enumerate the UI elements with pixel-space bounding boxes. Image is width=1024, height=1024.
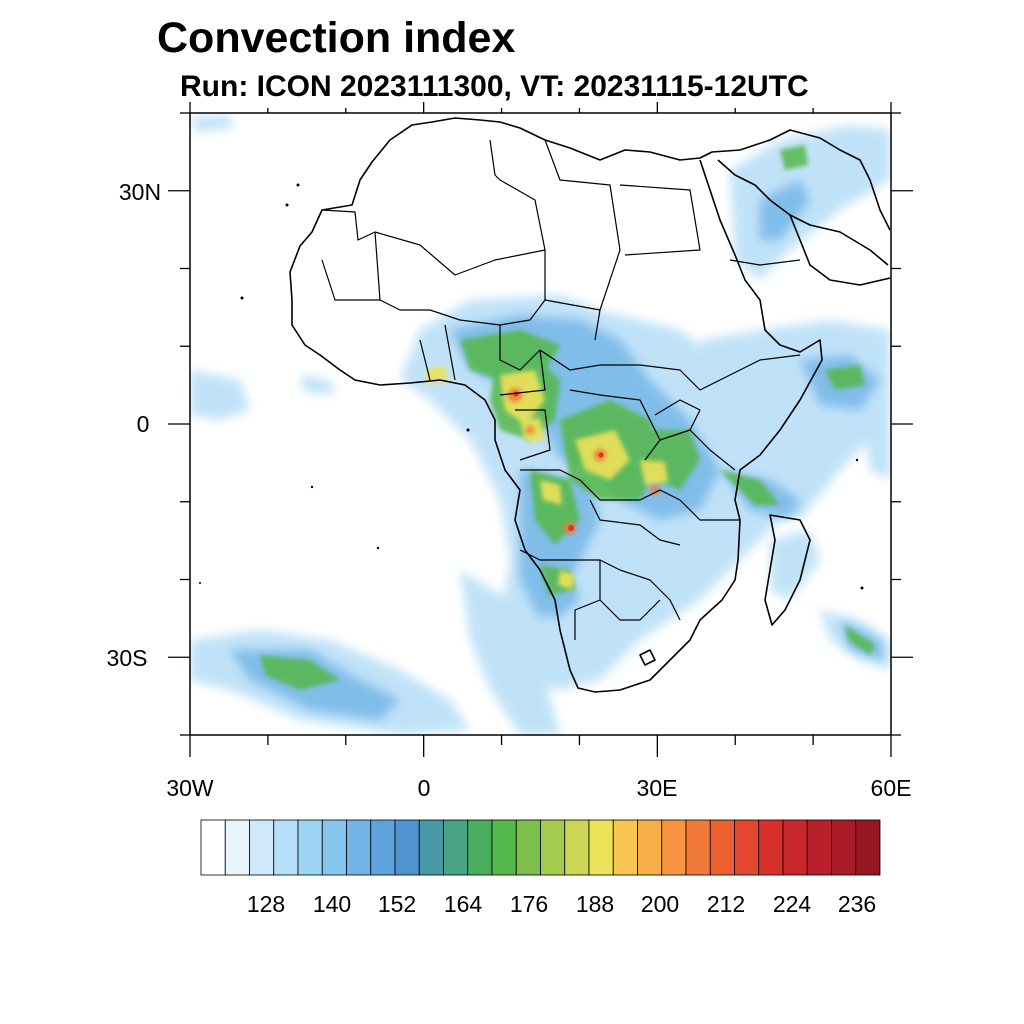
colorbar-swatch [321,819,347,876]
colorbar-swatch [588,819,614,876]
colorbar-swatch [661,819,687,876]
colorbar-label-200: 200 [641,891,679,917]
colorbar-label-188: 188 [576,891,614,917]
colorbar-label-212: 212 [707,891,745,917]
colorbar-label-140: 140 [313,891,351,917]
colorbar-swatch [515,819,541,876]
colorbar-swatch [612,819,638,876]
colorbar-swatch [394,819,420,876]
colorbar-swatch [418,819,444,876]
coastlines [289,117,891,693]
colorbar-swatch [297,819,323,876]
colorbar-swatch [709,819,735,876]
colorbar-swatch [273,819,299,876]
lon-label-60e: 60E [871,775,912,801]
colorbar-swatch [200,819,226,876]
colorbar-swatch [443,819,469,876]
convection-field [190,114,890,735]
colorbar-label-176: 176 [510,891,548,917]
lat-label-30n: 30N [119,179,161,205]
colorbar-swatch [249,819,275,876]
lon-label-30w: 30W [166,775,214,801]
lon-label-0: 0 [418,775,431,801]
lat-label-30s: 30S [107,645,148,671]
colorbar-label-164: 164 [444,891,483,917]
colorbar-label-152: 152 [378,891,416,917]
colorbar-swatch [685,819,711,876]
colorbar-swatch [782,819,808,876]
colorbar-swatch [346,819,372,876]
colorbar-swatch [370,819,396,876]
colorbar [200,819,881,876]
small-islands [199,183,864,590]
colorbar-swatch [224,819,250,876]
colorbar-swatch [831,819,857,876]
lat-label-0: 0 [137,411,150,437]
colorbar-swatch [734,819,760,876]
colorbar-swatch [540,819,566,876]
colorbar-labels: 128 140 152 164 176 188 200 212 224 236 [247,891,876,917]
colorbar-swatch [564,819,590,876]
colorbar-swatch [491,819,517,876]
colorbar-label-236: 236 [838,891,876,917]
colorbar-swatch [467,819,493,876]
axis-ticks [168,102,913,757]
map-subtitle: Run: ICON 2023111300, VT: 20231115-12UTC [180,70,809,103]
map-title: Convection index [157,14,516,62]
lon-label-30e: 30E [637,775,678,801]
colorbar-label-128: 128 [247,891,285,917]
country-borders [321,139,801,640]
colorbar-label-224: 224 [773,891,812,917]
colorbar-swatch [637,819,663,876]
colorbar-swatch [855,819,881,876]
colorbar-swatch [758,819,784,876]
colorbar-swatch [806,819,832,876]
